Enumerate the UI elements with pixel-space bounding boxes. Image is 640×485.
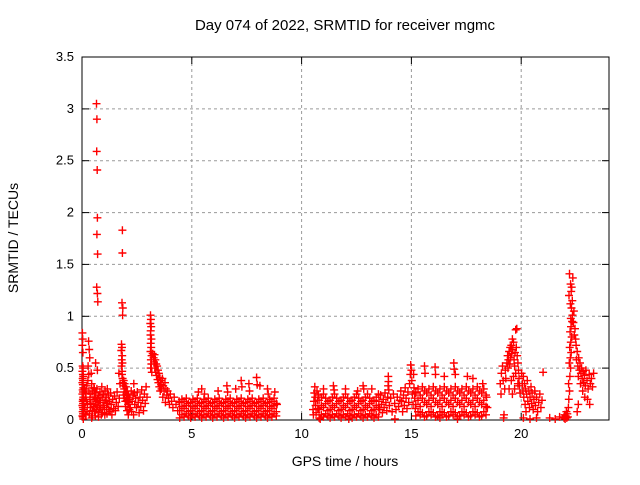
x-tick-label: 10 [294, 426, 308, 441]
y-axis-label: SRMTID / TECUs [5, 183, 21, 293]
y-tick-label: 3.5 [56, 49, 74, 64]
data-points-layer [78, 99, 598, 423]
grid-layer [82, 57, 609, 420]
x-tick-label: 5 [188, 426, 195, 441]
y-tick-label: 2 [67, 205, 74, 220]
y-tick-label: 0.5 [56, 360, 74, 375]
y-tick-label: 1 [67, 308, 74, 323]
y-tick-label: 1.5 [56, 256, 74, 271]
y-tick-label: 3 [67, 101, 74, 116]
y-tick-label: 2.5 [56, 153, 74, 168]
x-tick-label: 20 [514, 426, 528, 441]
x-tick-label: 15 [404, 426, 418, 441]
chart-title: Day 074 of 2022, SRMTID for receiver mgm… [195, 17, 496, 34]
y-tick-label: 0 [67, 412, 74, 427]
scatter-plus-markers [78, 99, 598, 423]
x-tick-label: 0 [78, 426, 85, 441]
x-axis-label: GPS time / hours [292, 453, 399, 469]
tick-layer: 0 5 10 15 20 0 0.5 1 1.5 2 2.5 3 3.5 [56, 49, 609, 441]
